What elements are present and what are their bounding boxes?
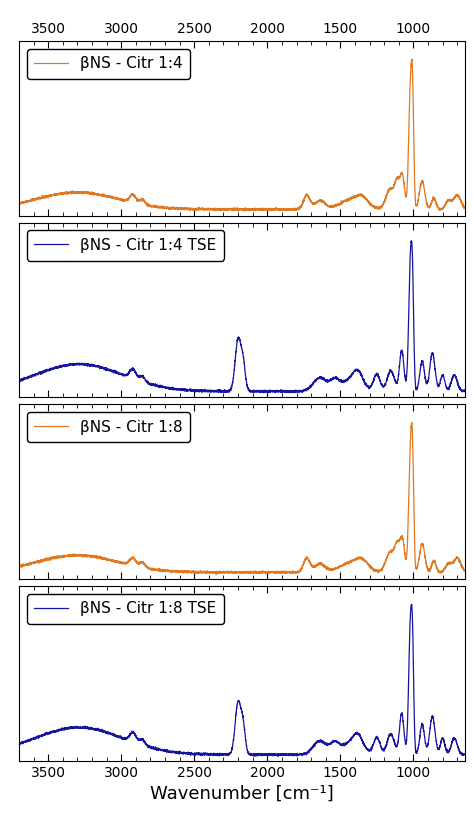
Legend: βNS - Citr 1:4: βNS - Citr 1:4 bbox=[27, 48, 191, 79]
Legend: βNS - Citr 1:8 TSE: βNS - Citr 1:8 TSE bbox=[27, 594, 224, 624]
Legend: βNS - Citr 1:8: βNS - Citr 1:8 bbox=[27, 412, 191, 443]
Legend: βNS - Citr 1:4 TSE: βNS - Citr 1:4 TSE bbox=[27, 230, 224, 260]
X-axis label: Wavenumber [cm⁻¹]: Wavenumber [cm⁻¹] bbox=[150, 785, 334, 803]
